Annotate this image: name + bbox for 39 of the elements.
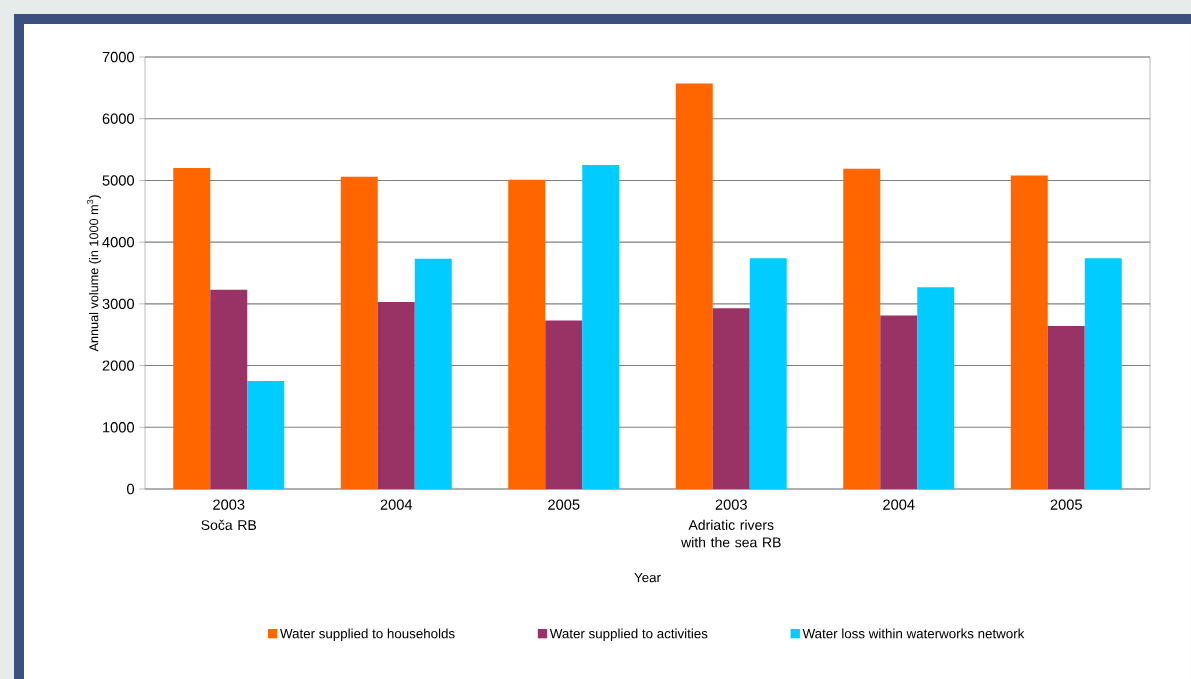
bar: [712, 308, 750, 489]
bar: [414, 258, 452, 489]
x-tick-label: 2003: [715, 499, 747, 510]
bar: [247, 381, 285, 489]
y-tick-label: 5000: [102, 175, 135, 186]
y-tick-label: 3000: [102, 298, 135, 310]
text: Soča RB: [201, 519, 257, 531]
bar: [1047, 326, 1085, 489]
y-tick-label: 4000: [102, 236, 135, 248]
bar: [1084, 258, 1122, 489]
text: Adriatic rivers with the sea RB: [681, 519, 781, 548]
bar: [210, 289, 248, 489]
x-tick-label: 2005: [548, 499, 580, 510]
y-tick-label: 6000: [102, 113, 135, 124]
bar: [1010, 175, 1048, 489]
bar: [173, 168, 211, 489]
x-tick-label: 2005: [1050, 499, 1082, 510]
legend-label: Water supplied to activities: [549, 628, 708, 641]
bar: [843, 168, 881, 489]
bar: [880, 315, 918, 489]
y-tick-label: 1000: [103, 422, 135, 433]
bar: [582, 165, 620, 489]
x-tick-label: 2004: [380, 499, 413, 510]
bar: [377, 302, 415, 489]
bar: [675, 83, 713, 489]
bar: [508, 179, 546, 489]
y-axis-title: Annual volume (in 1000 m$^{3}$): [86, 195, 101, 352]
legend-label: Water supplied to households: [280, 628, 455, 641]
bar: [917, 287, 955, 489]
x-axis-title: Year: [634, 572, 661, 583]
y-tick-label: 0: [127, 483, 135, 495]
bar: [340, 176, 378, 489]
legend-label: Water loss within waterworks network: [802, 628, 1025, 639]
x-tick-label: 2003: [213, 499, 245, 510]
y-tick-label: 7000: [102, 51, 135, 63]
bar: [749, 258, 787, 489]
bar: [545, 320, 583, 489]
x-tick-label: 2004: [883, 499, 915, 510]
y-tick-label: 2000: [102, 360, 135, 371]
